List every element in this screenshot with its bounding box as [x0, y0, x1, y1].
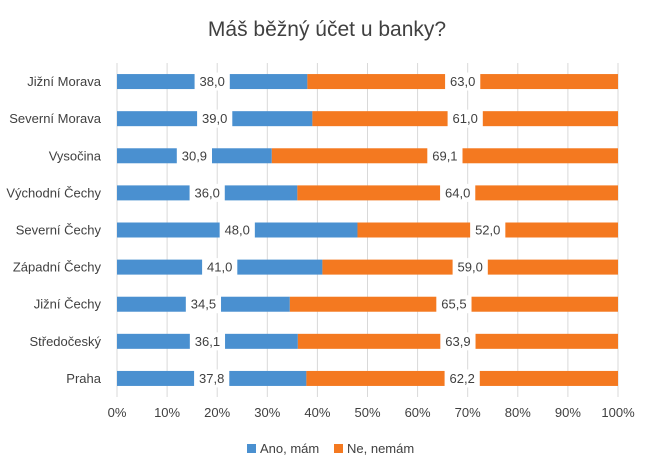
- legend-swatch: [334, 444, 343, 453]
- data-label: 48,0: [225, 223, 250, 238]
- data-label-background: [445, 72, 481, 91]
- data-label: 64,0: [445, 185, 470, 200]
- legend: Ano, mám Ne, nemám: [247, 441, 414, 456]
- category-labels: Jižní Morava Severní Morava Vysočina Východ…: [6, 74, 101, 386]
- data-label: 63,9: [445, 334, 470, 349]
- data-label-background: [447, 109, 483, 128]
- data-label: 59,0: [458, 260, 483, 275]
- category-label: Severní Morava: [9, 111, 102, 126]
- data-label-background: [197, 109, 233, 128]
- data-label-background: [444, 369, 480, 388]
- data-label: 61,0: [453, 111, 478, 126]
- legend-swatch: [247, 444, 256, 453]
- x-tick-label: 60%: [405, 405, 431, 420]
- x-axis-ticks: 0% 10% 20% 30% 40% 50% 60% 70% 80% 90% 100%: [108, 405, 635, 420]
- data-label-background: [440, 183, 476, 202]
- data-label: 36,0: [195, 185, 220, 200]
- x-tick-label: 20%: [204, 405, 230, 420]
- data-label-background: [427, 146, 463, 165]
- category-label: Jižní Čechy: [34, 297, 102, 312]
- data-label-background: [470, 221, 506, 239]
- data-label-background: [189, 332, 226, 351]
- legend-label: Ne, nemám: [347, 441, 414, 456]
- x-tick-label: 70%: [455, 405, 481, 420]
- data-label-background: [202, 258, 238, 277]
- data-label: 41,0: [207, 260, 232, 275]
- x-tick-label: 50%: [354, 405, 380, 420]
- x-tick-label: 30%: [254, 405, 280, 420]
- category-label: Východní Čechy: [6, 185, 101, 200]
- chart-title: Máš běžný účet u banky?: [208, 18, 446, 41]
- x-tick-label: 90%: [555, 405, 581, 420]
- category-label: Praha: [66, 371, 101, 386]
- data-label: 37,8: [199, 371, 224, 386]
- category-label: Západní Čechy: [13, 260, 102, 275]
- data-label: 30,9: [182, 148, 207, 163]
- data-label-background: [194, 72, 230, 91]
- data-label: 65,5: [441, 297, 466, 312]
- legend-label: Ano, mám: [260, 441, 319, 456]
- data-label-background: [440, 332, 476, 351]
- data-label-background: [189, 183, 225, 202]
- category-label: Vysočina: [49, 148, 102, 163]
- category-label: Jižní Morava: [27, 74, 101, 89]
- data-label: 69,1: [432, 148, 457, 163]
- data-label-background: [176, 146, 213, 165]
- data-label-background: [185, 295, 222, 314]
- data-label: 63,0: [450, 74, 475, 89]
- x-tick-label: 10%: [154, 405, 180, 420]
- data-label: 62,2: [450, 371, 475, 386]
- x-tick-label: 0%: [108, 405, 127, 420]
- data-label: 36,1: [195, 334, 220, 349]
- category-label: Severní Čechy: [16, 223, 102, 238]
- data-label-background: [452, 258, 488, 277]
- x-tick-label: 40%: [304, 405, 330, 420]
- x-tick-label: 100%: [601, 405, 635, 420]
- data-labels: 38,0 63,0 39,0 61,0 30,9 69,1 36,0 64,0 48,0 52,0…: [176, 72, 506, 388]
- data-label: 34,5: [191, 297, 216, 312]
- data-label: 39,0: [202, 111, 227, 126]
- data-label: 52,0: [475, 223, 500, 238]
- data-label-background: [436, 295, 472, 314]
- data-label: 38,0: [200, 74, 225, 89]
- x-tick-label: 80%: [505, 405, 531, 420]
- category-label: Středočeský: [29, 334, 101, 349]
- data-label-background: [194, 369, 230, 388]
- data-label-background: [219, 221, 255, 239]
